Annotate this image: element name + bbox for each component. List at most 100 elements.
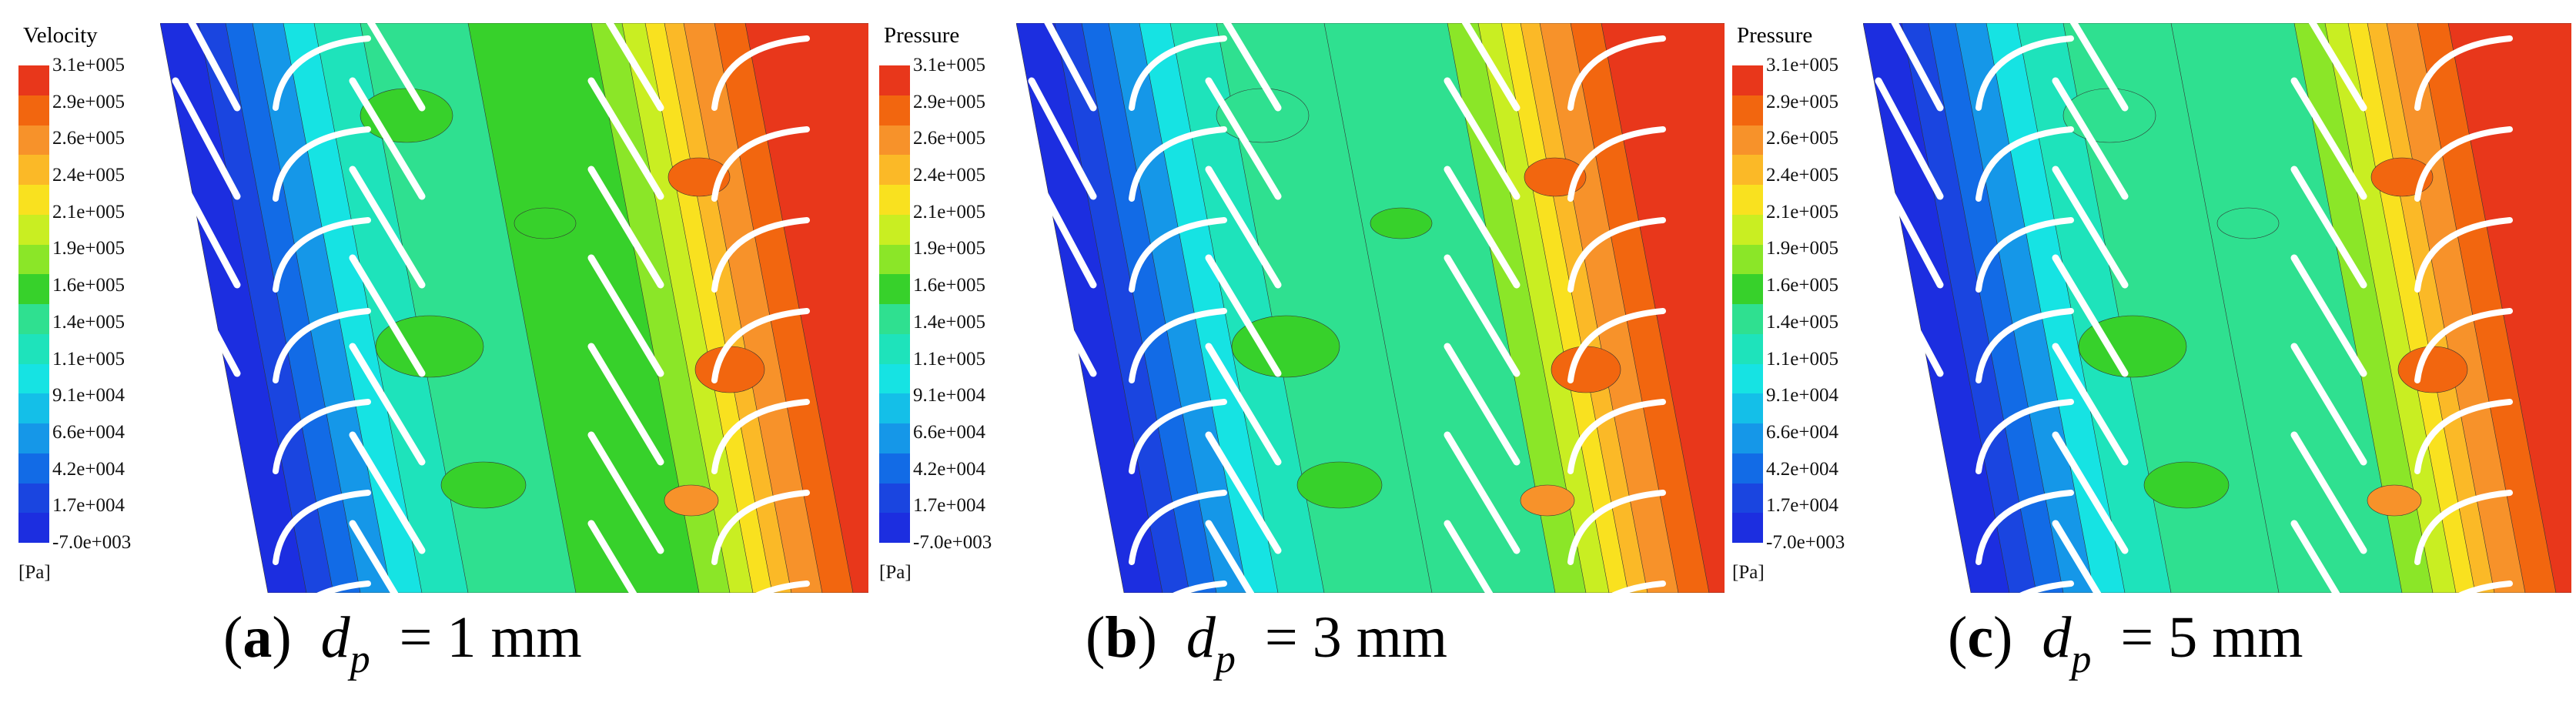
legend-color-swatch [879, 65, 910, 95]
legend-color-swatch [18, 125, 49, 156]
blade-rotor [1975, 490, 2074, 565]
legend-tick-label: 1.9e+005 [913, 238, 985, 259]
legend-tick-label: 1.9e+005 [52, 238, 125, 259]
legend-color-swatch [1732, 423, 1763, 453]
blade-rotor [2414, 35, 2513, 111]
legend-tick-label: 1.7e+004 [913, 495, 985, 517]
blade-stator [349, 343, 426, 466]
blade-stator [1875, 431, 1944, 554]
legend-color-swatch [1732, 155, 1763, 185]
legend-tick-label: 1.4e+005 [52, 311, 125, 333]
blade-stator [349, 166, 426, 289]
blade-stator [1205, 520, 1255, 593]
contour-patch [664, 484, 719, 517]
blade-stator [1461, 23, 1521, 112]
legend-tick-label: 1.1e+005 [913, 348, 985, 370]
legend-tick-label: 1.1e+005 [52, 348, 125, 370]
legend-color-swatch [1732, 95, 1763, 125]
legend-color-swatch [18, 304, 49, 334]
legend-color-bar [879, 65, 910, 543]
legend-color-swatch [18, 185, 49, 215]
contour-band [1323, 23, 1557, 593]
legend-color-swatch [879, 244, 910, 275]
blade-stator [172, 520, 217, 593]
blade-stator [349, 520, 399, 593]
contour-patch [694, 346, 765, 393]
contour-patch [1296, 461, 1383, 509]
legend-color-swatch [1732, 513, 1763, 543]
legend-color-swatch [879, 125, 910, 156]
contour-patch [375, 315, 484, 378]
blade-stator [1875, 520, 1920, 593]
contour-patch [2216, 207, 2280, 239]
blade-rotor [711, 490, 810, 565]
legend-tick-label: 1.4e+005 [1766, 311, 1838, 333]
blade-rotor [2414, 308, 2513, 383]
legend-color-swatch [879, 274, 910, 304]
pressure-contour-plot [160, 23, 868, 593]
legend-color-swatch [18, 483, 49, 514]
contour-band [160, 23, 309, 593]
blade-stator [1205, 166, 1282, 289]
blade-rotor [273, 217, 371, 293]
legend-unit: [Pa] [18, 562, 51, 583]
caption-value: = 3 mm [1264, 605, 1447, 670]
blade-stator [349, 77, 426, 200]
blade-stator [2290, 520, 2340, 593]
legend-color-swatch [1732, 363, 1763, 394]
legend-color-swatch [1732, 304, 1763, 334]
legend-tick-label: 1.6e+005 [1766, 275, 1838, 296]
blade-stator [587, 166, 664, 289]
legend-color-swatch [879, 333, 910, 364]
figure-panel-a: Velocity 3.1e+005 2.9e+005 2.6e+005 2.4e+00… [0, 0, 868, 706]
color-legend: Pressure 3.1e+005 2.9e+005 2.6e+005 2.4e+00… [868, 23, 1030, 593]
contour-band [2062, 23, 2281, 593]
blade-rotor [711, 308, 810, 383]
legend-tick-label: 2.9e+005 [52, 91, 125, 112]
blade-rotor [1129, 399, 1227, 474]
figure-panel-c: Pressure 3.1e+005 2.9e+005 2.6e+005 2.4e+00… [1717, 0, 2576, 706]
legend-color-swatch [1732, 214, 1763, 245]
blade-rotor [1975, 399, 2074, 474]
legend-tick-label: 2.1e+005 [1766, 201, 1838, 223]
contour-patch [1231, 315, 1340, 378]
blade-rotor [273, 308, 371, 383]
caption-label: b [1105, 605, 1138, 670]
blade-stator [1444, 431, 1521, 554]
blade-stator [349, 254, 426, 377]
blade-rotor [711, 35, 810, 111]
blade-rotor [711, 126, 810, 202]
contour-patch [1520, 484, 1575, 517]
blade-stator [1205, 77, 1282, 200]
blade-stator [2290, 343, 2367, 466]
legend-color-swatch [1732, 483, 1763, 514]
blade-rotor [2414, 490, 2513, 565]
blade-rotor [2414, 126, 2513, 202]
blade-rotor [316, 581, 371, 593]
blade-rotor [1567, 308, 1666, 383]
blade-stator [1444, 166, 1521, 289]
blade-stator [188, 23, 241, 112]
blade-stator [2052, 166, 2129, 289]
color-legend: Pressure 3.1e+005 2.9e+005 2.6e+005 2.4e+00… [1721, 23, 1883, 593]
blade-stator [587, 431, 664, 554]
blade-rotor [755, 581, 810, 593]
legend-color-swatch [1732, 125, 1763, 156]
legend-tick-label: 1.9e+005 [1766, 238, 1838, 259]
blade-rotor [711, 217, 810, 293]
contour-patch [514, 207, 577, 239]
legend-tick-label: 1.1e+005 [1766, 348, 1838, 370]
legend-color-swatch [879, 483, 910, 514]
contour-band [1901, 23, 2039, 593]
caption-symbol: d [2042, 605, 2072, 670]
contour-field-image [160, 23, 868, 593]
blade-stator [172, 431, 241, 554]
blade-stator [1205, 431, 1282, 554]
blade-stator [2052, 254, 2129, 377]
blade-stator [172, 254, 241, 377]
contour-band [1447, 23, 1588, 593]
blade-stator [1028, 166, 1097, 289]
legend-color-bar [18, 65, 49, 543]
legend-tick-label: 2.6e+005 [913, 128, 985, 149]
